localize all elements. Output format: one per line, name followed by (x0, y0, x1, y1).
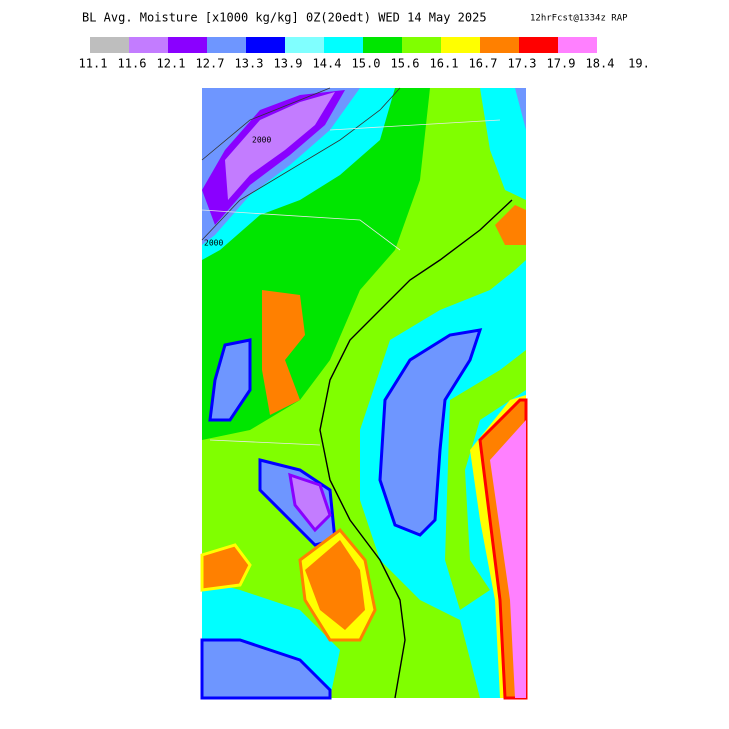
moisture-region (305, 540, 365, 630)
legend-label: 16.1 (430, 57, 459, 71)
legend-label: 15.0 (352, 57, 381, 71)
contour-line (201, 87, 401, 241)
legend-swatch (558, 37, 597, 53)
legend-swatch (324, 37, 363, 53)
coastline (319, 199, 513, 699)
title: BL Avg. Moisture [x1000 kg/kg] 0Z(20edt)… (82, 11, 487, 25)
moisture-region (200, 638, 332, 700)
legend-swatch (246, 37, 285, 53)
moisture-region (490, 420, 526, 698)
legend-label: 13.3 (235, 57, 264, 71)
state-border (201, 119, 501, 446)
legend-label: 12.1 (157, 57, 186, 71)
map: 2000 2000 (200, 87, 528, 700)
legend-swatch (402, 37, 441, 53)
legend-label: 19. (628, 57, 650, 71)
moisture-region (225, 92, 335, 200)
legend: 11.1 11.6 12.1 12.7 13.3 13.9 14.4 15.0 15.6 16.1… (79, 37, 650, 71)
legend-swatch (519, 37, 558, 53)
legend-label: 18.4 (586, 57, 615, 71)
moisture-region (288, 472, 332, 533)
moisture-region (445, 350, 526, 610)
contour-label: 2000 (204, 239, 223, 248)
legend-swatch (129, 37, 168, 53)
moisture-region (495, 205, 526, 245)
legend-label: 14.4 (313, 57, 342, 71)
subtitle: 12hrFcst@1334z RAP (530, 14, 628, 24)
legend-swatch (207, 37, 246, 53)
moisture-region (208, 338, 252, 422)
legend-label: 16.7 (469, 57, 498, 71)
contour-line (201, 87, 331, 161)
legend-swatch (363, 37, 402, 53)
moisture-region (515, 88, 526, 130)
legend-label: 11.6 (118, 57, 147, 71)
legend-label: 15.6 (391, 57, 420, 71)
moisture-region (378, 328, 483, 537)
legend-swatch (168, 37, 207, 53)
contour-label: 2000 (252, 136, 271, 145)
legend-label: 17.9 (547, 57, 576, 71)
legend-label: 17.3 (508, 57, 537, 71)
legend-label: 11.1 (79, 57, 108, 71)
legend-swatch (285, 37, 324, 53)
legend-swatch (90, 37, 129, 53)
legend-label: 13.9 (274, 57, 303, 71)
moisture-region (480, 88, 526, 200)
legend-label: 12.7 (196, 57, 225, 71)
legend-swatch (441, 37, 480, 53)
moisture-region (262, 290, 305, 415)
legend-swatch (480, 37, 519, 53)
moisture-region (200, 543, 252, 592)
